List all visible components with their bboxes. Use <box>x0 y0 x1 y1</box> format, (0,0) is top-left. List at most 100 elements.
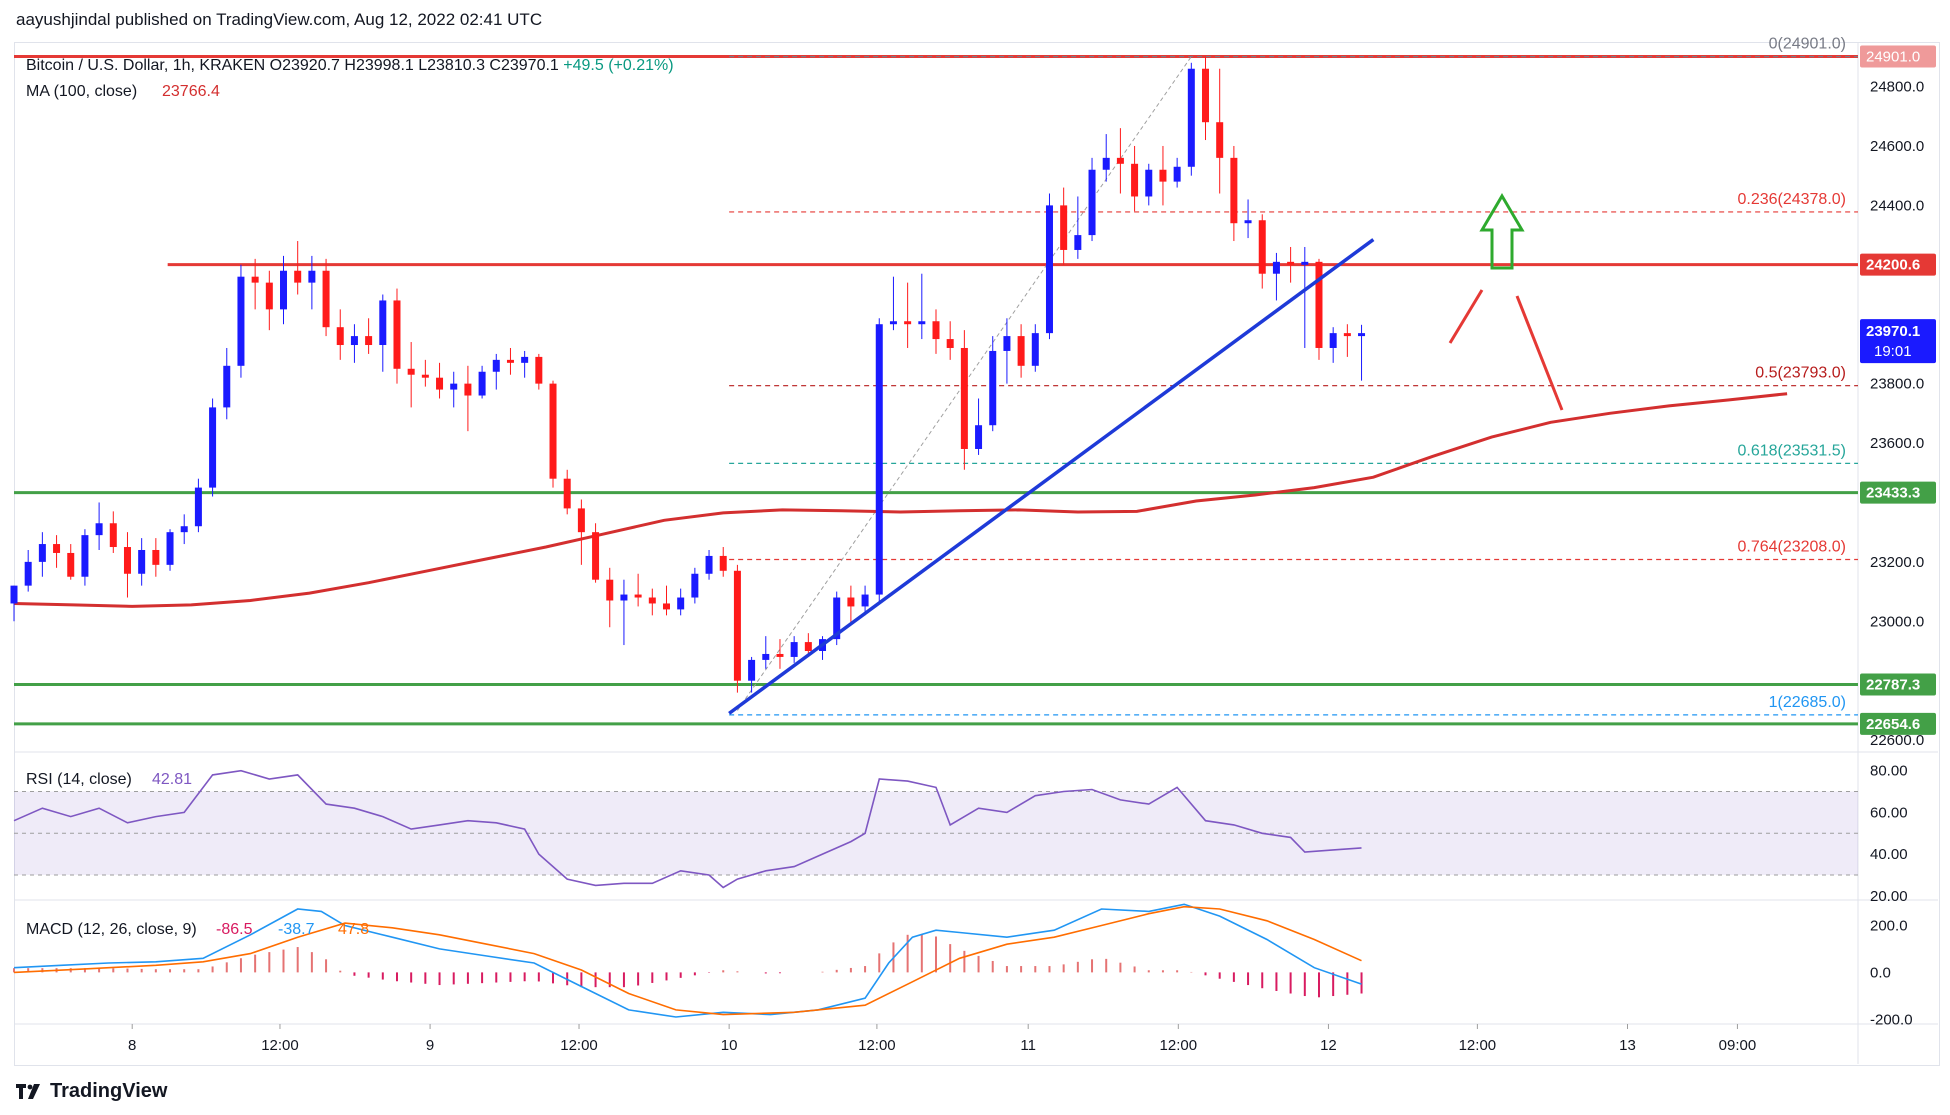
countdown-label: 19:01 <box>1874 343 1912 360</box>
candle-body <box>237 276 245 366</box>
candle-body <box>1244 220 1252 224</box>
rsi-tick-label: 60.00 <box>1870 804 1908 821</box>
candle-body <box>393 300 401 369</box>
ohlc-close: C23970.1 <box>489 57 563 74</box>
candle-body <box>1116 157 1124 164</box>
projection-line-down <box>1515 295 1564 411</box>
price-tick-label: 24600.0 <box>1870 138 1924 155</box>
time-tick-label: 12 <box>1320 1037 1337 1054</box>
time-tick-label: 12:00 <box>261 1037 299 1054</box>
macd-signal-line <box>13 905 1362 1016</box>
candle-body <box>620 594 628 601</box>
level-tag-top <box>1860 45 1936 68</box>
candle-body <box>506 359 514 363</box>
candle-body <box>280 270 288 310</box>
candle-body <box>95 523 103 536</box>
price-tick-label: 23200.0 <box>1870 554 1924 571</box>
ohlc-high: H23998.1 <box>344 57 418 74</box>
candle-body <box>24 561 32 586</box>
level-tag-support-1 <box>1860 481 1936 504</box>
candle-body <box>123 547 131 574</box>
candle-body <box>1017 336 1025 366</box>
level-tag-resistance <box>1860 253 1936 276</box>
candle-body <box>166 532 174 565</box>
candle-body <box>989 350 997 426</box>
candle-body <box>918 321 926 325</box>
candle-body <box>251 276 259 283</box>
candle-body <box>521 356 529 363</box>
chart-frame <box>14 42 1940 1066</box>
candle-body <box>223 365 231 408</box>
candle-body <box>379 300 387 346</box>
macd-legend-hist: 47.8 <box>338 921 369 938</box>
candle-body <box>861 594 869 607</box>
rsi-tick-label: 80.00 <box>1870 763 1908 780</box>
ohlc-change: +49.5 (+0.21%) <box>563 57 673 74</box>
macd-legend-label: MACD (12, 26, close, 9) <box>26 921 197 938</box>
rsi-tick-label: 20.00 <box>1870 888 1908 905</box>
candle-body <box>1202 68 1210 123</box>
candle-body <box>407 368 415 375</box>
current-price-tag <box>1860 319 1936 364</box>
candle-body <box>975 425 983 449</box>
candle-body <box>662 603 670 610</box>
ohlc-low: L23810.3 <box>418 57 489 74</box>
candle-body <box>265 282 273 310</box>
candle-body <box>336 327 344 346</box>
macd-tick-label: -200.0 <box>1870 1011 1913 1028</box>
candle-body <box>1145 169 1153 197</box>
tradingview-logo[interactable]: TradingView <box>16 1080 167 1103</box>
price-tick-label: 23000.0 <box>1870 613 1924 630</box>
candle-body <box>847 597 855 607</box>
candle-body <box>1287 261 1295 265</box>
candle-body <box>563 478 571 509</box>
fib-label-0.618: 0.618(23531.5) <box>1737 442 1846 459</box>
ma-legend-label: MA (100, close) <box>26 83 137 100</box>
candle-body <box>1074 235 1082 250</box>
time-tick-label: 8 <box>128 1037 136 1054</box>
candle-body <box>1102 157 1110 170</box>
level-tag-label: 22787.3 <box>1866 676 1920 693</box>
candle-body <box>152 549 160 565</box>
ohlc-open: O23920.7 <box>270 57 345 74</box>
candle-body <box>194 487 202 527</box>
candle-body <box>1060 205 1068 250</box>
candle-body <box>436 377 444 390</box>
time-tick-label: 12:00 <box>858 1037 896 1054</box>
macd-tick-label: 200.0 <box>1870 917 1908 934</box>
current-price-label: 23970.1 <box>1866 323 1920 340</box>
candle-body <box>577 508 585 533</box>
candle-body <box>308 270 316 283</box>
candle-body <box>421 374 429 378</box>
candle-body <box>1003 336 1011 351</box>
price-tick-label: 24400.0 <box>1870 197 1924 214</box>
candle-body <box>180 526 188 533</box>
candle-body <box>946 339 954 348</box>
macd-tick-label: 0.0 <box>1870 964 1891 981</box>
candle-body <box>365 336 373 346</box>
candle-body <box>833 597 841 640</box>
tradingview-logo-icon <box>16 1083 40 1099</box>
candle-body <box>1131 163 1139 197</box>
candle-body <box>10 585 18 604</box>
candle-body <box>1343 333 1351 337</box>
chart-legend: Bitcoin / U.S. Dollar, 1h, KRAKEN O23920… <box>26 57 674 74</box>
candle-body <box>932 321 940 340</box>
symbol-title: Bitcoin / U.S. Dollar, 1h, KRAKEN <box>26 57 270 74</box>
candle-body <box>138 549 146 574</box>
candle-body <box>53 544 61 553</box>
candle-body <box>889 321 897 325</box>
candle-body <box>1031 333 1039 366</box>
candle-body <box>1358 333 1366 337</box>
candle-body <box>67 552 75 577</box>
rsi-legend-label: RSI (14, close) <box>26 771 132 788</box>
candle-body <box>1159 169 1167 182</box>
fib-label-0.5: 0.5(23793.0) <box>1755 365 1846 382</box>
candle-body <box>648 597 656 604</box>
price-tick-label: 23800.0 <box>1870 376 1924 393</box>
candle-body <box>1301 261 1309 265</box>
green-up-arrow-icon <box>1479 193 1525 270</box>
candle-body <box>322 270 330 328</box>
rsi-line <box>13 769 1362 889</box>
